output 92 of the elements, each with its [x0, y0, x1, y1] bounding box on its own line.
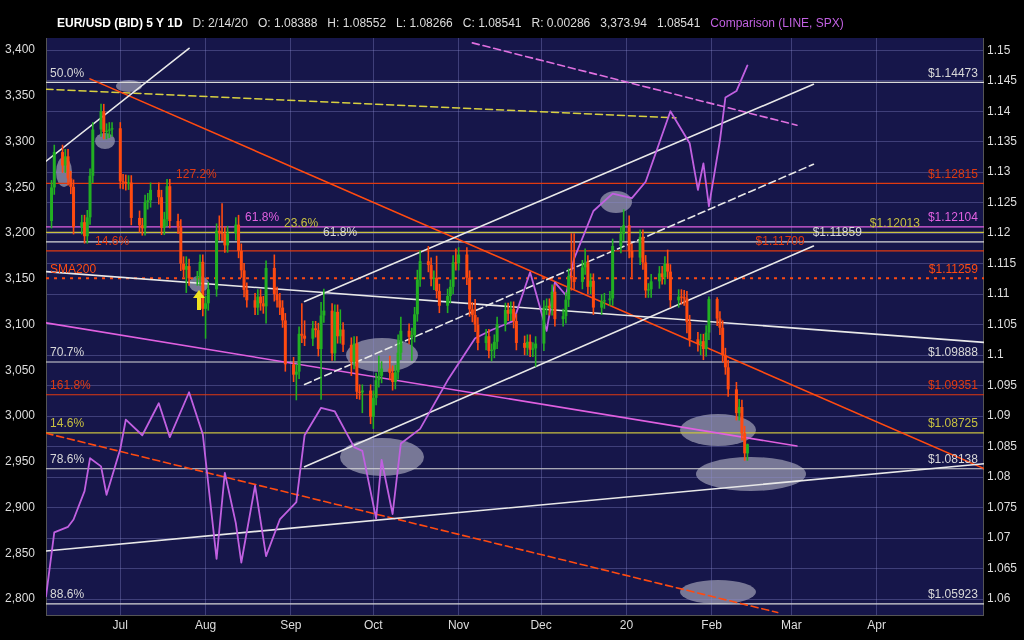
x-tick-label: Oct: [364, 618, 384, 633]
y-tick-label: 1.12: [986, 225, 1011, 240]
candlestick: [528, 333, 532, 358]
y-tick-label: 1.14: [986, 103, 1011, 118]
y2-tick-label: 2,950: [5, 454, 36, 469]
candlestick: [234, 216, 238, 242]
candlestick: [503, 301, 507, 333]
candlestick: [699, 333, 703, 356]
y2-tick-label: 2,800: [5, 591, 36, 606]
annotation: SMA200: [50, 261, 97, 276]
text: D: 2/14/20: [192, 16, 248, 30]
candlestick: [589, 272, 593, 295]
y-tick-label: 1.08: [986, 469, 1011, 484]
annotation: 61.8%: [245, 210, 280, 225]
y-tick-label: 1.07: [986, 530, 1011, 545]
y2-tick-label: 3,100: [5, 316, 36, 331]
candlestick: [734, 381, 738, 422]
candlestick: [256, 288, 260, 316]
ref-line-label: $1.08725: [927, 416, 979, 431]
y-tick-label: 1.105: [986, 316, 1018, 331]
text: 3,373.94: [600, 16, 647, 30]
candlestick: [696, 331, 700, 353]
candlestick: [226, 225, 230, 254]
annotation: 70.7%: [50, 345, 85, 360]
candlestick: [349, 336, 353, 377]
candlestick: [149, 181, 153, 209]
x-tick-label: Nov: [447, 618, 470, 633]
annotation: 50.0%: [50, 65, 85, 80]
ref-line-label: $1.11259: [928, 261, 979, 276]
ref-line-label: $1.09351: [927, 378, 979, 393]
x-tick-label: Dec: [530, 618, 552, 633]
y2-tick-label: 3,200: [5, 225, 36, 240]
ref-line-label: $1.05923: [927, 587, 979, 602]
text: 1.08541: [656, 16, 701, 30]
y2-tick-label: 3,350: [5, 87, 36, 102]
y2-tick-label: 3,000: [5, 408, 36, 423]
ref-line-label: $1.12013: [869, 215, 921, 230]
y-tick-label: 1.15: [986, 42, 1011, 57]
x-tick-label: 20: [619, 618, 634, 633]
y-tick-label: 1.115: [986, 255, 1017, 270]
annotation: 88.6%: [50, 587, 85, 602]
y2-tick-label: 3,400: [5, 42, 36, 57]
candlestick: [80, 214, 84, 236]
y2-tick-label: 2,850: [5, 545, 36, 560]
text: R: 0.00286: [531, 16, 591, 30]
candlestick: [457, 246, 461, 272]
y-tick-label: 1.09: [986, 408, 1011, 423]
x-tick-label: Jul: [112, 618, 128, 633]
y2-tick-label: 2,900: [5, 499, 36, 514]
chart-title: EUR/USD (BID) 5 Y 1D: [57, 16, 183, 30]
y-tick-label: 1.13: [986, 164, 1011, 179]
y-tick-label: 1.145: [986, 73, 1018, 88]
annotation: 14.6%: [50, 416, 85, 431]
text: H: 1.08552: [327, 16, 387, 30]
candlestick: [380, 360, 384, 385]
text: L: 1.08266: [396, 16, 453, 30]
text: C: 1.08541: [462, 16, 522, 30]
annotation: 127.2%: [176, 166, 218, 181]
y2-tick-label: 3,050: [5, 362, 36, 377]
candlestick: [487, 328, 491, 360]
x-tick-label: Sep: [280, 618, 302, 633]
x-tick-label: Feb: [701, 618, 723, 633]
y2-tick-label: 3,250: [5, 179, 36, 194]
y-tick-label: 1.125: [986, 194, 1018, 209]
y2-tick-label: 3,150: [5, 271, 36, 286]
y-tick-label: 1.11: [986, 286, 1010, 301]
annotation: 23.6%: [284, 215, 319, 230]
text: O: 1.08388: [257, 16, 318, 30]
y-tick-label: 1.095: [986, 377, 1018, 392]
candlestick: [300, 302, 304, 344]
x-tick-label: Apr: [867, 618, 887, 633]
ref-line-label: $1.14473: [927, 65, 979, 80]
ref-line-label: $1.12104: [927, 210, 979, 225]
x-tick-label: Aug: [194, 618, 217, 633]
y-tick-label: 1.1: [986, 347, 1004, 362]
candlestick: [83, 214, 87, 245]
y-tick-label: 1.065: [986, 560, 1018, 575]
candlestick: [259, 288, 263, 312]
x-tick-label: Mar: [781, 618, 802, 633]
y2-tick-label: 3,300: [5, 133, 36, 148]
annotation: 161.8%: [50, 378, 92, 393]
annotation: 78.6%: [50, 452, 85, 467]
y-tick-label: 1.075: [986, 499, 1018, 514]
ref-line-label: $1.12815: [927, 166, 979, 181]
candlestick: [341, 321, 345, 353]
candlestick: [61, 143, 65, 174]
text: Comparison (LINE, SPX): [710, 16, 844, 30]
candlestick: [138, 209, 142, 234]
y-tick-label: 1.135: [986, 134, 1018, 148]
ref-line-label: $1.09888: [927, 345, 979, 360]
y-tick-label: 1.085: [986, 438, 1018, 453]
y-tick-label: 1.06: [986, 591, 1011, 606]
